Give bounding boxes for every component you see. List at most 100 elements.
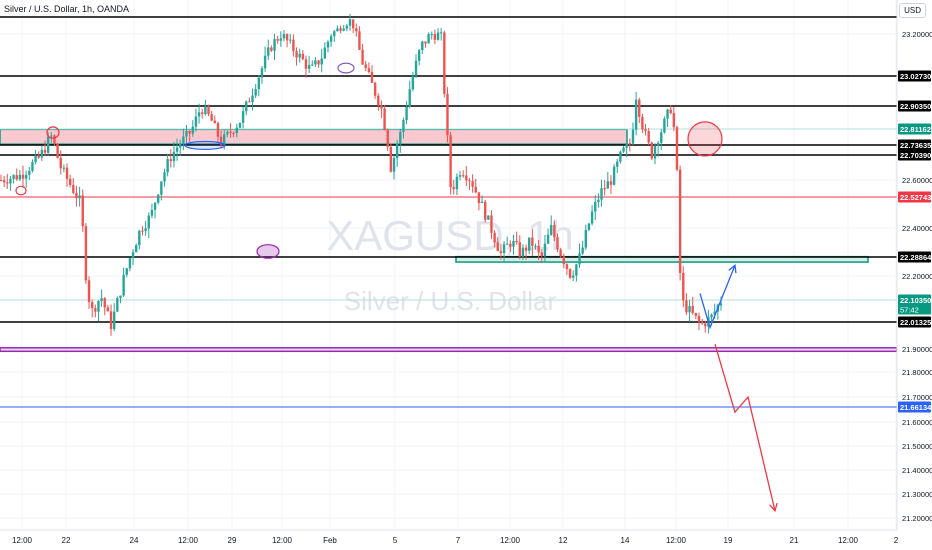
y-tick-label: 21.60000 — [902, 418, 932, 427]
candle-body — [578, 253, 581, 265]
candle-body — [458, 175, 462, 177]
candle-body — [493, 232, 496, 243]
candle-body — [223, 134, 226, 145]
candle-body — [18, 174, 22, 180]
candle-body — [298, 53, 301, 58]
candle-body — [207, 106, 210, 115]
watermark-symbol: XAGUSD, 1h — [326, 212, 573, 259]
candle-body — [518, 242, 521, 257]
candle-body — [210, 114, 213, 121]
candle-body — [329, 36, 333, 42]
y-tick-label: 21.70000 — [902, 393, 932, 402]
candle-body — [97, 301, 100, 312]
candle-body — [672, 113, 676, 128]
candle-body — [556, 237, 559, 250]
candle-body — [0, 180, 3, 181]
annotation-ellipse — [256, 244, 280, 259]
price-badge — [898, 123, 931, 135]
candle-body — [691, 306, 694, 313]
candle-body — [109, 311, 113, 330]
y-tick-label: 21.40000 — [902, 466, 932, 475]
price-badge — [898, 401, 931, 413]
candle-body — [197, 112, 201, 117]
watermark-description: Silver / U.S. Dollar — [344, 286, 557, 316]
candle-body — [15, 175, 18, 180]
x-tick-label: 12 — [559, 536, 568, 545]
candle-body — [314, 60, 317, 65]
candle-body — [46, 136, 50, 153]
price-axis[interactable]: 23.20000 22.60000 22.40000 22.20000 21.90000… — [896, 0, 932, 550]
candle-body — [656, 142, 660, 146]
candle-body — [40, 149, 44, 158]
candle-body — [647, 131, 650, 143]
price-badge — [898, 149, 931, 161]
candle-body — [490, 215, 493, 233]
candle-body — [719, 303, 723, 306]
y-tick-label: 21.30000 — [902, 490, 932, 499]
candle-body — [260, 68, 264, 78]
candle-body — [609, 181, 613, 185]
candle-body — [675, 127, 679, 170]
candle-body — [116, 298, 119, 312]
candle-body — [175, 147, 179, 152]
y-tick-label: 21.20000 — [902, 514, 932, 523]
candle-body — [543, 243, 547, 256]
candle-body — [34, 155, 37, 163]
candle-body — [515, 240, 518, 243]
candle-body — [452, 187, 455, 190]
horizontal-levels — [0, 16, 897, 408]
candle-body — [600, 188, 603, 200]
candle-body — [289, 39, 292, 41]
resistance-zone — [0, 128, 628, 145]
candle-body — [160, 181, 163, 195]
x-tick-label: 12:00 — [178, 536, 199, 545]
candle-body — [295, 51, 298, 58]
candle-body — [550, 225, 553, 235]
candle-body — [153, 202, 157, 210]
bearish-projection-arrow — [714, 344, 776, 511]
price-badge-label: 21.66134 — [900, 403, 932, 412]
candle-body — [389, 146, 393, 172]
candle-body — [232, 132, 235, 134]
candle-body — [6, 182, 9, 184]
candle-body — [634, 99, 638, 130]
candle-body — [666, 109, 669, 119]
y-tick-label: 22.20000 — [902, 272, 932, 281]
candle-body — [641, 116, 644, 130]
candle-body — [443, 32, 446, 94]
candle-body — [597, 199, 600, 203]
candle-body — [575, 264, 578, 276]
candle-body — [87, 280, 91, 303]
price-badge-label: 22.01325 — [900, 318, 931, 327]
y-tick-label: 22.40000 — [902, 224, 932, 233]
y-tick-label: 21.50000 — [902, 442, 932, 451]
candle-body — [131, 252, 135, 259]
candle-body — [697, 315, 701, 322]
candle-body — [226, 131, 229, 135]
candle-body — [53, 135, 56, 144]
candle-body — [625, 143, 628, 148]
candle-body — [267, 47, 270, 56]
candle-body — [439, 32, 443, 34]
currency-button[interactable]: USD — [899, 3, 926, 18]
candle-body — [311, 64, 314, 66]
candle-body — [188, 131, 191, 134]
symbol-title: Silver / U.S. Dollar, 1h, OANDA — [4, 4, 130, 14]
candle-body — [358, 31, 361, 50]
time-axis[interactable]: 12:00 22 24 12:00 29 12:00 Feb 5 7 12:00 12 14 12:00… — [0, 529, 899, 545]
candle-body — [509, 243, 512, 247]
candle-body — [144, 228, 147, 232]
candle-body — [663, 118, 666, 133]
x-tick-label: 22 — [62, 536, 71, 545]
price-badge — [898, 139, 931, 151]
candle-body — [138, 230, 141, 246]
candle-body — [616, 161, 619, 167]
candle-body — [471, 181, 474, 187]
candle-body — [257, 77, 261, 90]
candle-body — [163, 172, 166, 182]
candle-body — [65, 167, 69, 179]
candle-body — [276, 39, 279, 41]
candle-body — [477, 192, 481, 204]
candle-body — [2, 180, 6, 183]
